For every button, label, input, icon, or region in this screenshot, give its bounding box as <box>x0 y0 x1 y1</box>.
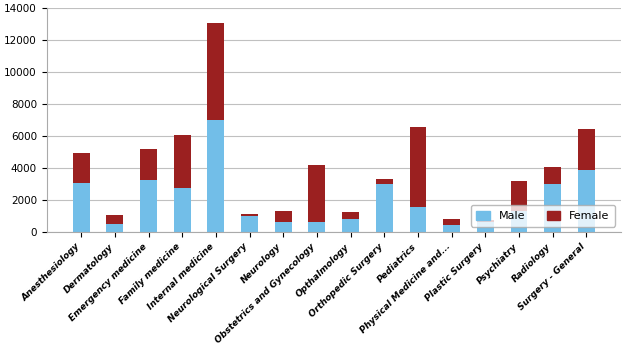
Bar <box>376 184 392 232</box>
Bar <box>72 183 89 232</box>
Legend: Male, Female: Male, Female <box>471 205 615 227</box>
Bar <box>241 214 258 216</box>
Bar <box>578 129 595 170</box>
Bar <box>275 211 292 222</box>
Bar <box>342 212 359 219</box>
Bar <box>140 149 157 180</box>
Bar <box>544 184 561 232</box>
Bar <box>106 215 123 224</box>
Bar <box>443 225 460 232</box>
Bar <box>544 168 561 184</box>
Bar <box>106 224 123 232</box>
Bar <box>409 127 426 207</box>
Bar <box>443 218 460 225</box>
Bar <box>309 165 326 222</box>
Bar <box>578 170 595 232</box>
Bar <box>275 222 292 232</box>
Bar <box>241 216 258 232</box>
Bar <box>174 135 191 188</box>
Bar <box>477 220 494 222</box>
Bar <box>208 120 224 232</box>
Bar <box>511 210 528 232</box>
Bar <box>140 180 157 232</box>
Bar <box>511 181 528 210</box>
Bar <box>208 23 224 120</box>
Bar <box>309 222 326 232</box>
Bar <box>409 207 426 232</box>
Bar <box>72 153 89 183</box>
Bar <box>174 188 191 232</box>
Bar <box>477 222 494 232</box>
Bar <box>376 179 392 184</box>
Bar <box>342 219 359 232</box>
